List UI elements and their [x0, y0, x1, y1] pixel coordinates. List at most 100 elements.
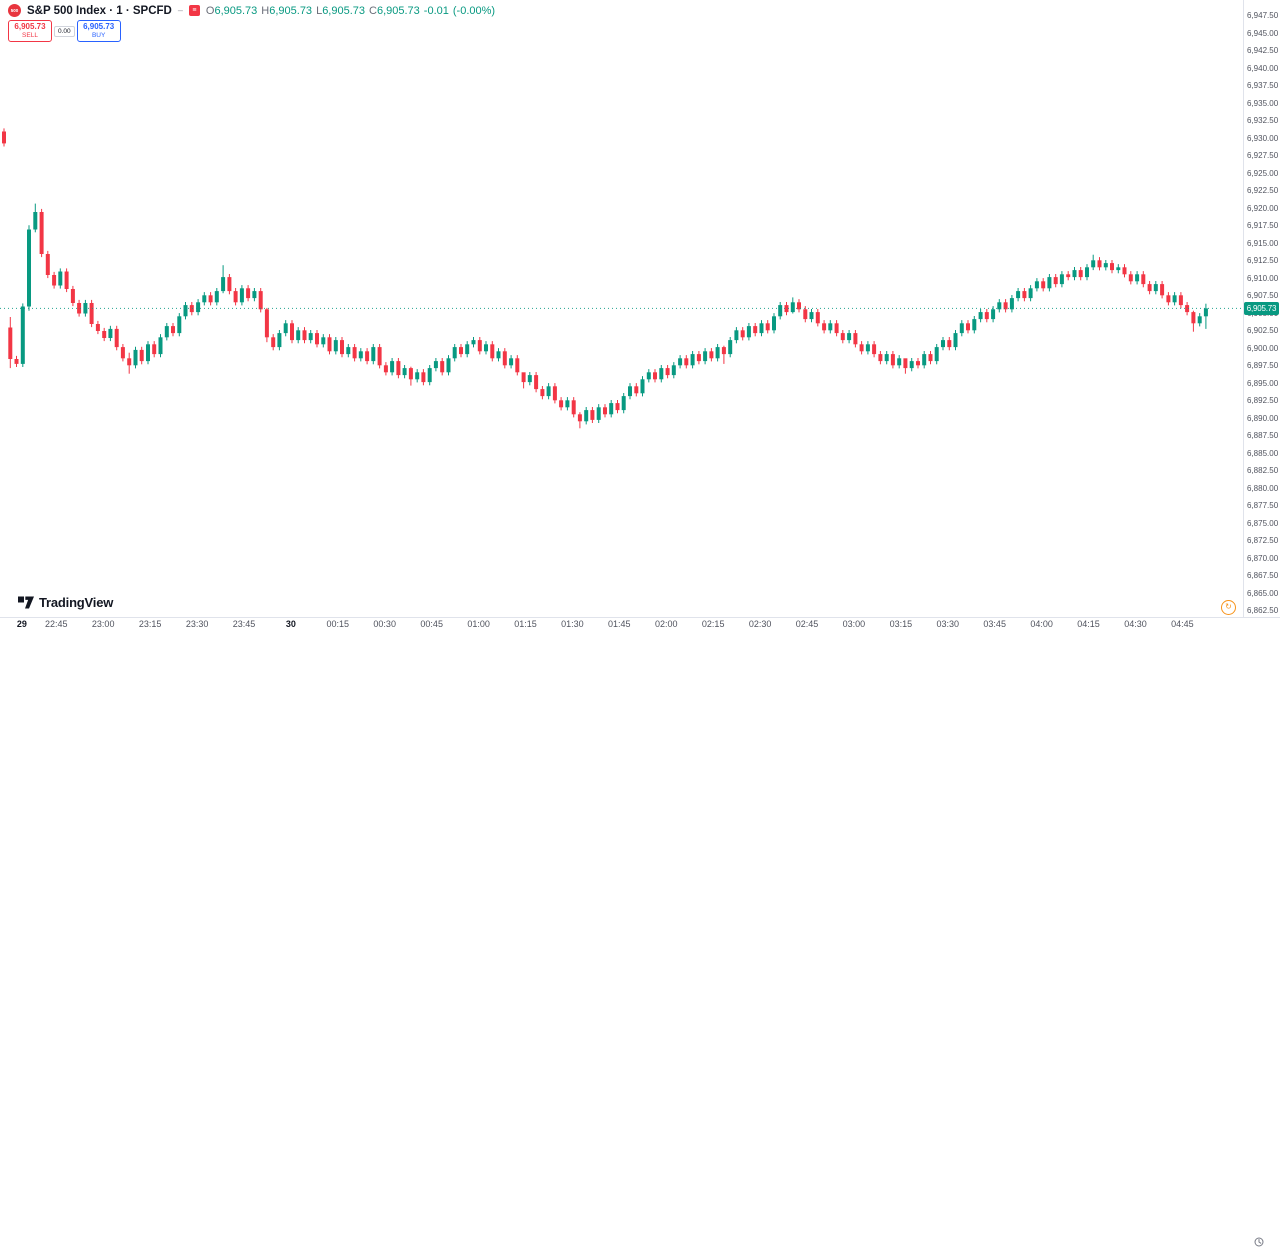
- low-label: L: [316, 4, 323, 17]
- price-axis-label: 6,935.00: [1247, 98, 1279, 108]
- buy-button[interactable]: 6,905.73 BUY: [76, 20, 121, 42]
- chart-pane[interactable]: [0, 0, 1243, 617]
- candle-body: [108, 328, 113, 338]
- candle-body: [947, 340, 952, 348]
- time-axis-label: 02:45: [795, 619, 819, 629]
- candle-body: [1128, 274, 1133, 282]
- time-axis-label: 22:45: [45, 619, 68, 629]
- price-axis-label: 6,920.00: [1247, 203, 1279, 213]
- price-axis-label: 6,912.50: [1247, 256, 1279, 265]
- candle-body: [158, 337, 163, 355]
- candle-body: [809, 312, 814, 320]
- candle-body: [865, 344, 870, 352]
- open-label: O: [205, 4, 215, 17]
- candle-body: [709, 351, 714, 359]
- price-axis-label: 6,937.50: [1247, 81, 1279, 90]
- sell-label: SELL: [22, 32, 38, 39]
- candle-body: [1147, 284, 1152, 292]
- candle-body: [565, 400, 570, 408]
- candle-body: [152, 344, 157, 355]
- candle-body: [120, 347, 125, 359]
- spread-value: 0.00: [54, 25, 75, 37]
- candle-body: [20, 306, 25, 364]
- price-axis-label: 6,895.00: [1247, 378, 1279, 388]
- price-axis-label: 6,877.50: [1247, 501, 1279, 510]
- candle-body: [847, 333, 852, 341]
- sell-button[interactable]: 6,905.73 SELL: [8, 20, 52, 42]
- candle-body: [221, 277, 226, 292]
- candle-body: [822, 323, 827, 331]
- candle-body: [440, 361, 445, 373]
- candle-body: [1135, 274, 1140, 282]
- legend-collapse-icon[interactable]: –: [177, 5, 183, 15]
- time-axis-label: 04:15: [1077, 619, 1100, 629]
- candle-body: [133, 349, 138, 366]
- candle-body: [433, 361, 438, 369]
- time-axis-label: 01:45: [608, 619, 631, 629]
- candle-body: [1110, 263, 1114, 271]
- candle-body: [584, 410, 589, 422]
- price-axis-label: 6,932.50: [1247, 116, 1279, 125]
- candle-body: [521, 372, 526, 383]
- candle-body: [1053, 277, 1058, 285]
- candle-body: [634, 386, 639, 394]
- candle-body: [252, 291, 257, 299]
- candle-body: [615, 403, 620, 411]
- candle-body: [665, 368, 670, 376]
- countdown-timer-icon[interactable]: ↻: [1221, 600, 1236, 615]
- price-axis-label: 6,867.50: [1247, 571, 1279, 580]
- candle-body: [828, 323, 833, 331]
- time-axis-label: 04:30: [1124, 619, 1147, 629]
- candle-body: [64, 271, 69, 289]
- time-axis-label: 03:15: [889, 619, 913, 629]
- candle-body: [183, 305, 188, 317]
- time-axis-label: 04:00: [1030, 619, 1053, 629]
- candle-body: [302, 330, 307, 341]
- candle-body: [1197, 316, 1202, 324]
- candle-body: [446, 358, 451, 373]
- symbol-title[interactable]: S&P 500 Index · 1 · SPCFD: [27, 4, 172, 17]
- candle-body: [1097, 260, 1102, 268]
- candle-body: [797, 302, 801, 310]
- price-axis-label: 6,865.00: [1247, 588, 1279, 598]
- candle-body: [703, 351, 708, 362]
- candle-body: [383, 365, 388, 373]
- candle-body: [853, 333, 858, 345]
- candle-body: [202, 295, 207, 303]
- timezone-clock-icon[interactable]: [1254, 1237, 1264, 1247]
- price-axis-label: 6,945.00: [1247, 28, 1279, 38]
- candle-body: [321, 337, 326, 345]
- candle-body: [1103, 263, 1108, 268]
- candle-body: [653, 372, 657, 380]
- time-axis[interactable]: 29 22:45 23:00 23:15 23:30 23:45 30 00:15 00:30 0…: [0, 617, 1280, 1247]
- candle-body: [621, 396, 626, 411]
- buy-price: 6,905.73: [83, 22, 115, 31]
- candle-body: [840, 333, 845, 341]
- candle-body: [427, 368, 432, 383]
- tradingview-logo[interactable]: TradingView: [18, 595, 113, 610]
- candlestick-chart[interactable]: [0, 0, 1243, 617]
- candle-body: [1185, 305, 1190, 313]
- price-axis-label: 6,890.00: [1247, 413, 1279, 423]
- candle-body: [490, 344, 495, 359]
- candle-body: [941, 340, 945, 348]
- candle-body: [340, 340, 344, 355]
- time-axis-label: 29: [16, 619, 27, 629]
- change-value: -0.01: [423, 4, 449, 17]
- price-axis-label: 6,882.50: [1247, 466, 1279, 475]
- candle-body: [402, 368, 407, 376]
- candle-body: [1066, 274, 1071, 278]
- candle-body: [27, 229, 31, 307]
- candle-body: [909, 361, 914, 369]
- candle-body: [1059, 274, 1064, 285]
- candle-body: [922, 354, 927, 366]
- candle-body: [527, 375, 532, 383]
- candle-body: [934, 347, 939, 362]
- market-status-icon[interactable]: ≡: [188, 5, 200, 16]
- candle-body: [515, 358, 520, 373]
- price-axis-label: 6,900.00: [1247, 343, 1279, 353]
- ohlc-readout: O6,905.73 H6,905.73 L6,905.73 C6,905.73 …: [206, 5, 495, 17]
- time-axis-label: 01:30: [561, 619, 584, 629]
- candle-body: [502, 351, 507, 366]
- price-axis-label: 6,862.50: [1247, 606, 1279, 615]
